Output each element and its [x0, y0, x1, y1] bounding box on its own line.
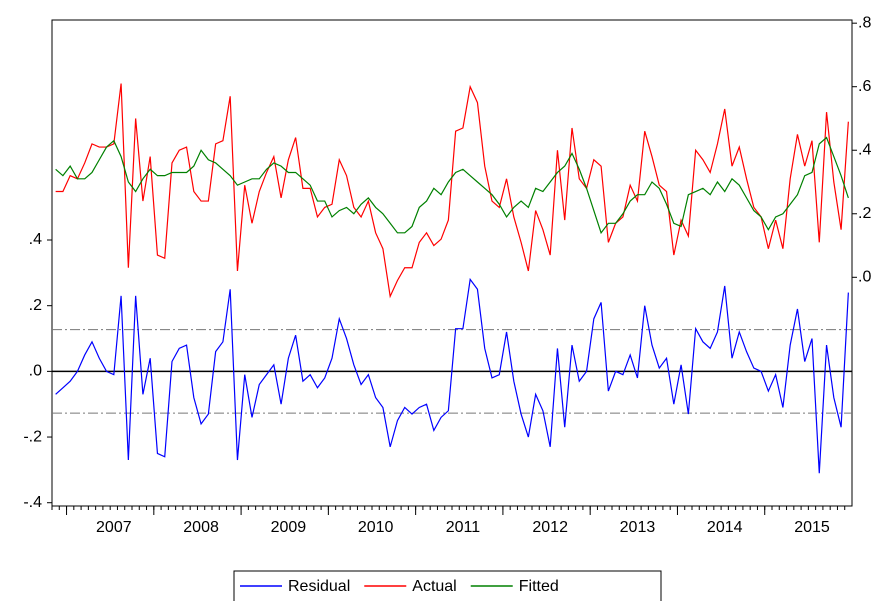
legend: Residual Actual Fitted — [233, 570, 662, 601]
y-tick-label: .0 — [29, 363, 42, 380]
y-tick-label: -.2 — [23, 428, 42, 445]
legend-label: Fitted — [519, 578, 559, 595]
x-tick-label: 2015 — [794, 519, 830, 536]
x-tick-label: 2010 — [358, 519, 394, 536]
x-tick-label: 2013 — [620, 519, 656, 536]
x-tick-label: 2007 — [96, 519, 132, 536]
x-tick-label: 2011 — [446, 519, 481, 536]
series-line — [55, 136, 849, 235]
legend-label: Actual — [412, 578, 456, 595]
y-tick-label: .4 — [29, 231, 42, 248]
y2-tick-label: .6 — [858, 78, 871, 95]
legend-label: Residual — [288, 578, 350, 595]
x-tick-label: 2014 — [707, 519, 743, 536]
x-tick-label: 2012 — [532, 519, 568, 536]
series-line — [55, 277, 849, 474]
legend-box — [233, 570, 662, 601]
x-tick-label: 2009 — [271, 519, 307, 536]
y2-tick-label: .4 — [858, 141, 871, 158]
x-tick-label: 2008 — [183, 519, 219, 536]
y2-tick-label: .2 — [858, 205, 871, 222]
y2-tick-label: .8 — [858, 14, 871, 31]
plot-frame — [51, 19, 853, 507]
y-tick-label: -.4 — [23, 494, 42, 511]
y2-tick-label: .0 — [858, 269, 871, 286]
y-tick-label: .2 — [29, 297, 42, 314]
series-line — [55, 83, 849, 299]
